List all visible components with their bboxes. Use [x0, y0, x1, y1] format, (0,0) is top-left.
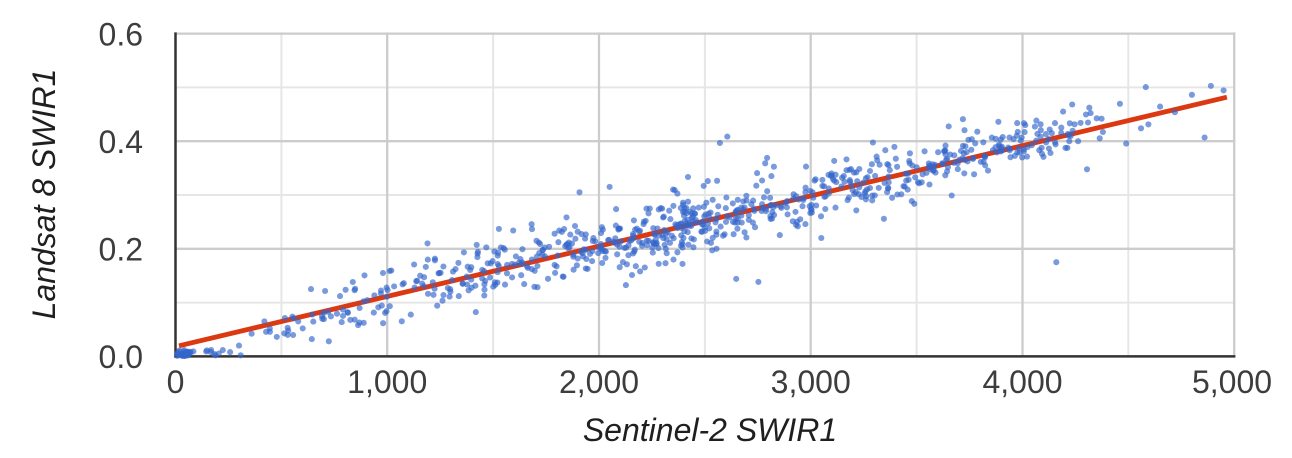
- svg-text:Sentinel-2 SWIR1: Sentinel-2 SWIR1: [583, 412, 837, 448]
- svg-text:1,000: 1,000: [347, 364, 427, 400]
- svg-text:3,000: 3,000: [771, 364, 851, 400]
- svg-text:4,000: 4,000: [982, 364, 1062, 400]
- svg-text:0: 0: [167, 364, 185, 400]
- svg-text:0.2: 0.2: [99, 232, 143, 268]
- svg-text:0.0: 0.0: [99, 339, 143, 375]
- svg-text:5,000: 5,000: [1192, 364, 1272, 400]
- svg-text:0.6: 0.6: [99, 16, 143, 52]
- svg-text:Landsat 8 SWIR1: Landsat 8 SWIR1: [26, 69, 62, 320]
- svg-text:0.4: 0.4: [99, 124, 143, 160]
- svg-text:2,000: 2,000: [559, 364, 639, 400]
